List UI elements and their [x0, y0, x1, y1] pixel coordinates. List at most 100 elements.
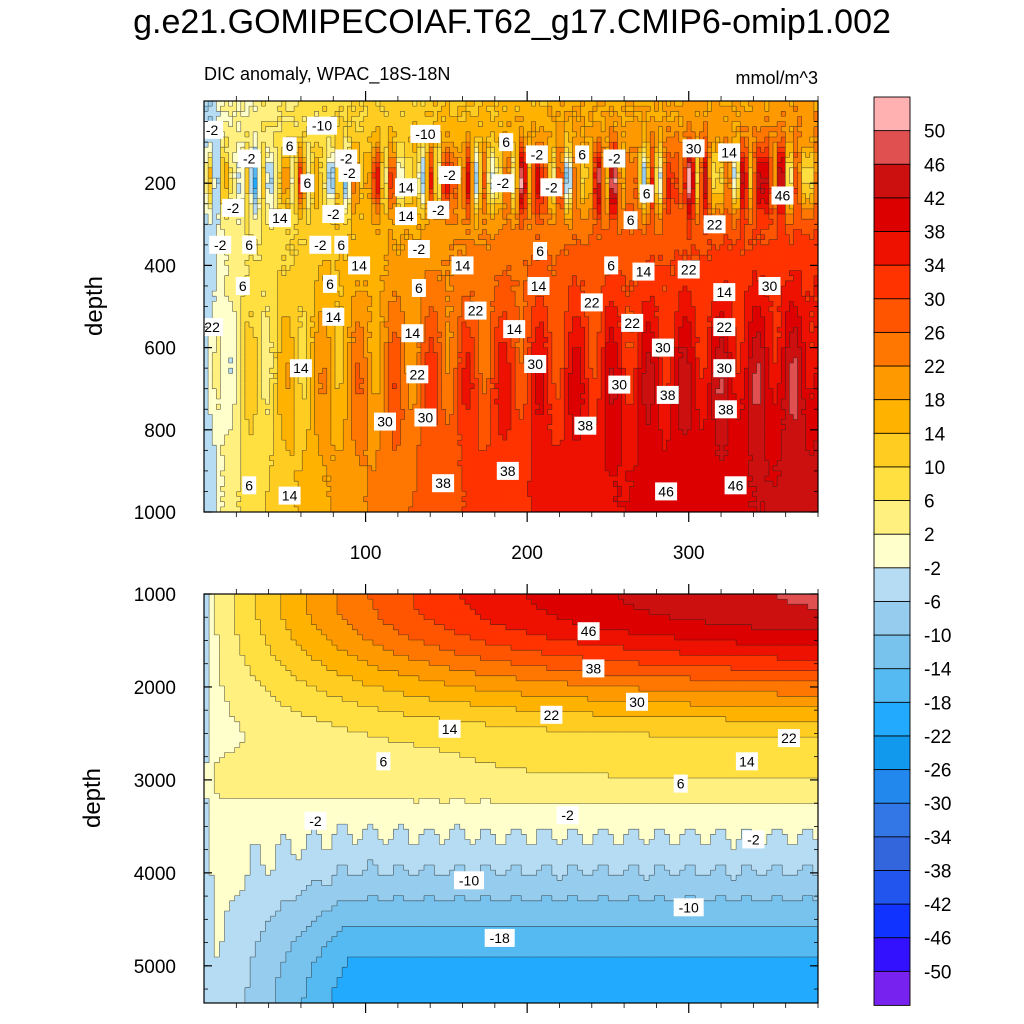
field-cell: [429, 101, 434, 107]
field-cell: [641, 203, 647, 210]
field-cell: [506, 106, 512, 112]
field-cell: [494, 147, 500, 153]
field-cell: [396, 234, 402, 241]
field-cell: [269, 198, 275, 205]
field-cell: [388, 260, 393, 266]
field-cell: [547, 121, 553, 128]
field-cell: [572, 198, 578, 205]
field-cell: [380, 152, 385, 159]
field-cell: [425, 260, 430, 266]
field-cell: [793, 203, 799, 210]
field-cell: [519, 131, 524, 138]
field-cell: [666, 249, 672, 256]
field-cell: [801, 147, 807, 153]
field-cell: [392, 224, 397, 231]
field-cell: [752, 214, 758, 220]
field-cell: [768, 219, 774, 225]
field-cell: [551, 198, 557, 205]
field-cell: [420, 188, 426, 195]
field-cell: [347, 244, 352, 251]
field-cell: [592, 224, 598, 231]
field-cell: [380, 136, 385, 143]
field-cell: [723, 111, 729, 118]
field-cell: [392, 183, 397, 189]
field-cell: [334, 224, 340, 231]
field-cell: [695, 157, 700, 164]
field-cell: [699, 178, 704, 184]
field-cell: [461, 203, 467, 210]
field-cell: [625, 198, 631, 205]
field-cell: [813, 147, 818, 153]
field-cell: [244, 255, 250, 261]
field-cell: [212, 116, 217, 123]
field-cell: [748, 265, 754, 272]
field-cell: [314, 157, 320, 164]
field-cell: [392, 157, 397, 164]
field-cell: [560, 101, 565, 107]
field-cell: [801, 193, 807, 200]
field-cell: [334, 111, 340, 118]
field-cell: [777, 203, 782, 210]
field-cell: [723, 249, 729, 256]
field-cell: [363, 111, 369, 118]
field-cell: [249, 188, 254, 195]
field-cell: [351, 239, 357, 246]
field-cell: [285, 106, 291, 112]
field-cell: [596, 214, 602, 220]
field-cell: [355, 152, 361, 159]
field-cell: [420, 167, 426, 174]
field-cell: [551, 101, 557, 107]
field-cell: [584, 136, 590, 143]
field-cell: [363, 203, 369, 210]
field-cell: [727, 116, 733, 123]
field-cell: [461, 219, 467, 225]
field-cell: [232, 121, 238, 128]
field-cell: [363, 126, 369, 133]
field-cell: [240, 265, 246, 272]
field-cell: [289, 214, 295, 220]
field-cell: [805, 183, 811, 189]
field-cell: [580, 121, 586, 128]
field-cell: [343, 121, 348, 128]
field-cell: [326, 255, 332, 261]
field-cell: [637, 152, 643, 159]
field-cell: [302, 142, 307, 148]
field-cell: [809, 101, 815, 107]
field-cell: [494, 249, 500, 256]
field-cell: [498, 162, 504, 169]
field-cell: [494, 126, 500, 133]
field-cell: [703, 162, 709, 169]
field-cell: [691, 249, 696, 256]
field-cell: [560, 142, 565, 148]
field-cell: [396, 249, 402, 256]
field-cell: [396, 260, 402, 266]
field-cell: [777, 126, 782, 133]
field-cell: [523, 126, 528, 133]
field-cell: [474, 111, 479, 118]
field-cell: [613, 172, 619, 179]
field-cell: [785, 152, 790, 159]
field-cell: [670, 214, 676, 220]
field-cell: [322, 152, 328, 159]
field-cell: [588, 116, 594, 123]
field-cell: [515, 126, 520, 133]
field-cell: [478, 234, 483, 241]
field-cell: [490, 265, 496, 272]
field-cell: [699, 265, 704, 272]
field-cell: [339, 224, 344, 231]
field-cell: [670, 152, 676, 159]
field-cell: [273, 136, 279, 143]
field-cell: [388, 193, 393, 200]
field-cell: [777, 214, 782, 220]
field-cell: [355, 234, 361, 241]
field-cell: [629, 111, 635, 118]
field-cell: [781, 234, 786, 241]
field-cell: [527, 172, 533, 179]
field-cell: [433, 260, 438, 266]
field-cell: [429, 224, 434, 231]
field-cell: [727, 255, 733, 261]
field-cell: [400, 106, 406, 112]
field-cell: [809, 198, 815, 205]
field-cell: [539, 111, 545, 118]
field-cell: [343, 136, 348, 143]
